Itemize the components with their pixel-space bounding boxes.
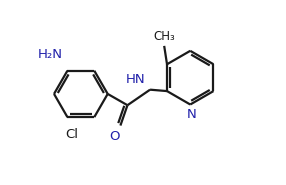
Text: N: N bbox=[187, 108, 196, 121]
Text: H₂N: H₂N bbox=[37, 48, 62, 61]
Text: O: O bbox=[109, 130, 120, 143]
Text: Cl: Cl bbox=[65, 128, 78, 141]
Text: HN: HN bbox=[125, 73, 145, 86]
Text: CH₃: CH₃ bbox=[153, 29, 175, 43]
